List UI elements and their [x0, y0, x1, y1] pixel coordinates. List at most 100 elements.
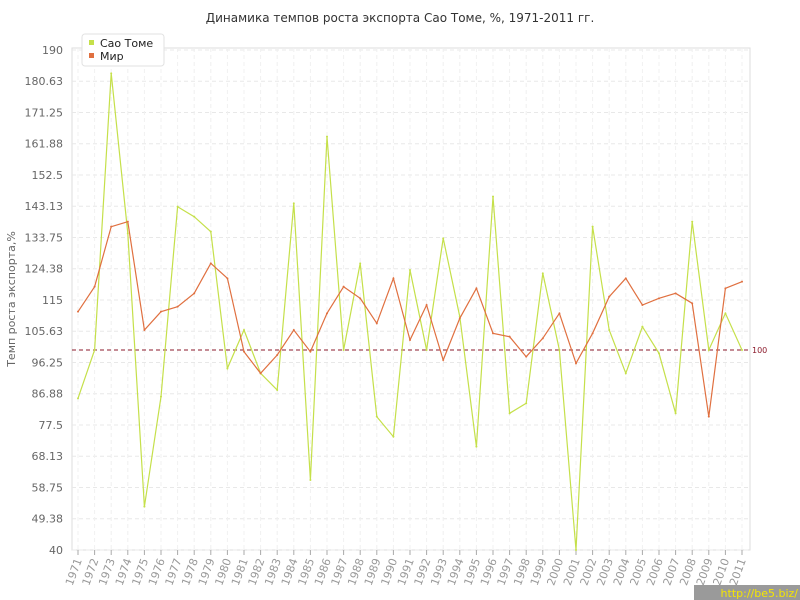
y-tick-label: 86.88 [32, 388, 64, 401]
data-point-mir [591, 332, 594, 335]
y-tick-label: 40 [49, 544, 63, 557]
y-tick-label: 77.5 [39, 419, 64, 432]
y-tick-label: 143.13 [25, 200, 64, 213]
data-point-mir [160, 310, 162, 313]
data-point-mir [309, 350, 312, 353]
data-point-sao-tome [591, 225, 594, 228]
data-point-mir [243, 350, 245, 353]
y-axis-label: Темп роста экспорта,% [5, 231, 18, 368]
data-point-sao-tome [143, 505, 146, 508]
data-point-mir [558, 312, 561, 315]
data-point-mir [741, 280, 743, 283]
legend-swatch-sao-tome [89, 40, 94, 45]
y-tick-label: 115 [42, 294, 63, 307]
legend-label-sao-tome: Сао Томе [100, 37, 153, 50]
data-point-sao-tome [707, 349, 710, 351]
data-point-mir [193, 292, 196, 295]
data-point-mir [209, 262, 212, 265]
plot-area [71, 47, 751, 551]
data-point-mir [691, 302, 694, 305]
data-point-mir [276, 354, 279, 356]
data-point-sao-tome [425, 349, 428, 351]
data-point-mir [226, 277, 229, 280]
y-tick-label: 171.25 [25, 107, 64, 120]
data-point-mir [375, 322, 378, 325]
data-point-sao-tome [492, 195, 494, 198]
y-tick-label: 152.5 [32, 169, 64, 182]
data-point-sao-tome [541, 272, 544, 275]
data-point-mir [93, 285, 96, 288]
data-point-sao-tome [326, 135, 328, 138]
y-tick-label: 133.75 [25, 232, 64, 245]
data-point-mir [492, 332, 494, 335]
data-point-mir [624, 277, 627, 280]
y-tick-label: 105.63 [25, 325, 64, 338]
data-point-mir [475, 287, 478, 290]
watermark-link[interactable]: http://be5.biz/ [721, 587, 799, 600]
data-point-sao-tome [160, 395, 162, 398]
legend-label-mir: Мир [100, 50, 124, 63]
data-point-mir [575, 362, 577, 365]
data-point-mir [77, 310, 79, 313]
chart-title: Динамика темпов роста экспорта Сао Томе,… [206, 11, 595, 25]
data-point-sao-tome [475, 445, 478, 448]
data-point-sao-tome [442, 237, 445, 240]
data-point-sao-tome [608, 329, 611, 331]
x-axis: 1971197219731974197519761977197819791980… [63, 550, 749, 587]
legend-box [81, 33, 165, 67]
data-point-mir [608, 295, 611, 298]
data-point-sao-tome [243, 329, 245, 331]
data-point-mir [359, 297, 362, 300]
data-point-sao-tome [309, 479, 312, 481]
data-point-sao-tome [375, 415, 378, 418]
data-point-mir [176, 305, 179, 308]
data-point-mir [541, 337, 544, 340]
data-point-mir [641, 304, 644, 306]
y-tick-label: 58.75 [32, 482, 64, 495]
data-point-mir [525, 355, 528, 358]
watermark[interactable]: http://be5.biz/ [694, 585, 800, 600]
data-point-mir [458, 317, 461, 320]
data-point-mir [707, 415, 710, 418]
y-tick-label: 161.88 [25, 138, 64, 151]
y-tick-label: 124.38 [25, 263, 64, 276]
data-point-sao-tome [126, 232, 129, 235]
data-point-mir [425, 304, 428, 306]
data-point-sao-tome [575, 549, 577, 551]
data-point-sao-tome [741, 349, 743, 351]
data-point-sao-tome [77, 397, 79, 400]
data-point-mir [392, 277, 395, 280]
watermark-bg [694, 585, 800, 600]
data-point-sao-tome [392, 435, 395, 438]
y-tick-label: 180.63 [25, 75, 64, 88]
data-point-mir [724, 287, 727, 290]
data-point-mir [442, 359, 445, 361]
data-point-mir [342, 285, 345, 288]
legend-swatch-mir [89, 53, 94, 58]
legend[interactable]: Сао Томе Мир [81, 33, 165, 67]
data-point-sao-tome [724, 312, 727, 315]
data-point-mir [409, 339, 411, 341]
data-point-sao-tome [359, 262, 362, 265]
data-point-sao-tome [176, 205, 179, 208]
data-point-mir [259, 372, 262, 375]
data-point-mir [674, 292, 677, 295]
data-point-sao-tome [508, 412, 511, 415]
reference-line-label: 100 [752, 346, 767, 355]
data-point-mir [508, 335, 511, 338]
data-point-sao-tome [674, 412, 677, 415]
data-point-sao-tome [525, 402, 528, 405]
data-point-sao-tome [110, 72, 113, 75]
y-tick-label: 96.25 [32, 357, 64, 370]
data-point-sao-tome [641, 325, 644, 328]
y-tick-label: 190 [42, 44, 63, 57]
data-point-sao-tome [292, 202, 295, 205]
data-point-sao-tome [209, 230, 212, 233]
data-point-sao-tome [93, 349, 96, 351]
data-point-sao-tome [276, 389, 279, 391]
data-point-sao-tome [558, 349, 561, 351]
data-point-sao-tome [193, 215, 196, 218]
data-point-mir [110, 225, 113, 228]
data-point-sao-tome [226, 367, 229, 370]
